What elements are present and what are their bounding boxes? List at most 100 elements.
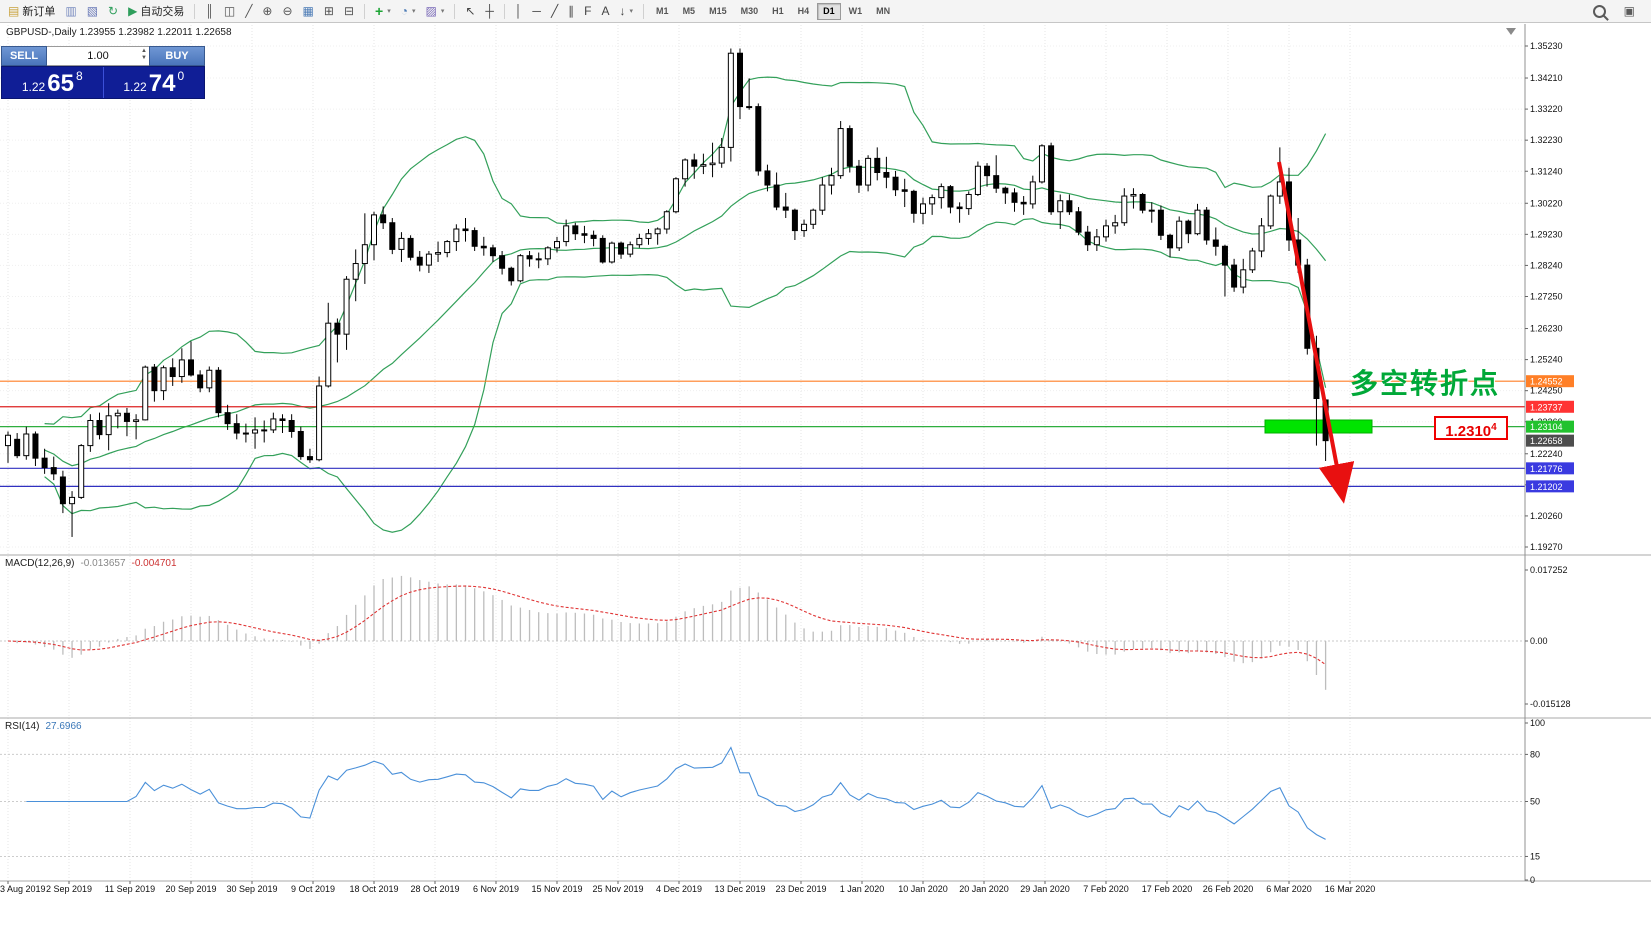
zoom-in-icon: ⊕ <box>262 4 273 18</box>
indicators-button[interactable]: + ▾ <box>371 2 395 20</box>
zoom-out-button[interactable]: ⊖ <box>278 2 296 20</box>
toolbar-group-orders: ▤ 新订单 ▥ ▧ ↻ ▶ 自动交易 <box>4 2 188 20</box>
macd-value: -0.013657 <box>80 558 126 569</box>
line-chart-icon: ╱ <box>245 4 253 18</box>
crosshair-button[interactable]: ┼ <box>481 2 498 20</box>
chart-shift-marker-icon[interactable] <box>1506 28 1516 35</box>
price-callout-box[interactable]: 1.23104 <box>1434 416 1508 440</box>
sell-button[interactable]: SELL <box>1 46 47 66</box>
indicators-dropdown-icon[interactable]: ▾ <box>387 8 391 15</box>
svg-text:1.23737: 1.23737 <box>1530 402 1563 412</box>
rsi-indicator-label: RSI(14) 27.6966 <box>5 721 82 732</box>
volume-spinner[interactable]: ▲ ▼ <box>141 48 147 62</box>
vertical-line-icon: │ <box>514 4 523 18</box>
periods-button[interactable]: ◔ ▾ <box>397 2 420 20</box>
timeframe-mn[interactable]: MN <box>870 3 896 20</box>
auto-trading-icon: ▶ <box>128 4 138 18</box>
buy-price-big: 74 <box>148 70 176 98</box>
panel-borders[interactable] <box>0 24 1651 882</box>
volume-up-icon[interactable]: ▲ <box>141 48 147 54</box>
tile-windows-button[interactable]: ⊞ <box>320 2 338 20</box>
cascade-windows-icon: ⊟ <box>343 4 355 18</box>
price-callout-value: 1.2310 <box>1445 423 1492 440</box>
buy-price[interactable]: 1.22 74 0 <box>102 67 205 98</box>
toolbar-separator <box>454 3 456 19</box>
price-axis[interactable]: 1.35230 1.34210 1.33220 1.32230 1.31240 1.302… <box>1525 41 1574 552</box>
buy-button[interactable]: BUY <box>149 46 205 66</box>
toolbar-separator <box>503 3 505 19</box>
timeframe-w1[interactable]: W1 <box>843 3 869 20</box>
svg-text:17 Feb 2020: 17 Feb 2020 <box>1142 884 1193 894</box>
cursor-button[interactable]: ↖ <box>461 2 479 20</box>
svg-text:1.29230: 1.29230 <box>1530 229 1563 239</box>
arrows-button[interactable]: ↓ ▾ <box>616 2 638 20</box>
svg-text:11 Sep 2019: 11 Sep 2019 <box>105 884 155 894</box>
vertical-line-button[interactable]: │ <box>511 2 527 20</box>
trendline-button[interactable]: ╱ <box>547 2 562 20</box>
arrows-icon: ↓ <box>619 4 626 18</box>
timeframe-m30[interactable]: M30 <box>735 3 765 20</box>
toolbar-separator <box>194 3 196 19</box>
chart-annotation-text[interactable]: 多空转折点 <box>1350 368 1501 399</box>
svg-text:1.24552: 1.24552 <box>1530 377 1563 387</box>
chart-window-icon: ▥ <box>65 4 77 18</box>
equidistant-channel-icon: ∥ <box>568 4 575 18</box>
svg-text:50: 50 <box>1530 797 1540 807</box>
chart-window-button[interactable]: ▥ <box>61 2 80 20</box>
sell-price[interactable]: 1.22 65 8 <box>2 67 103 98</box>
auto-trading-button[interactable]: ▶ 自动交易 <box>124 2 188 20</box>
support-highlight[interactable] <box>1264 419 1373 434</box>
date-axis[interactable]: 3 Aug 2019 2 Sep 2019 11 Sep 2019 20 Sep 20… <box>0 881 1375 894</box>
timeframe-m15[interactable]: M15 <box>703 3 733 20</box>
line-chart-button[interactable]: ╱ <box>241 2 256 20</box>
profiles-icon: ▧ <box>86 4 99 18</box>
svg-text:0.017252: 0.017252 <box>1530 565 1568 575</box>
bar-chart-button[interactable]: ║ <box>201 2 218 20</box>
toolbar-group-chart-types: ║ ◫ ╱ ⊕ ⊖ ▦ ⊞ ⊟ <box>201 2 358 20</box>
timeframe-d1[interactable]: D1 <box>817 2 841 20</box>
candlestick-chart-icon: ◫ <box>223 4 236 18</box>
bollinger-bands <box>44 76 1327 533</box>
svg-text:4 Dec 2019: 4 Dec 2019 <box>656 884 702 894</box>
one-click-trading-panel: SELL 1.00 ▲ ▼ BUY 1.22 65 8 1.22 74 0 <box>1 46 205 99</box>
volume-value[interactable]: 1.00 <box>87 50 109 62</box>
refresh-icon: ↻ <box>108 4 119 18</box>
templates-icon: ▨ <box>425 4 437 18</box>
svg-text:1.33220: 1.33220 <box>1530 104 1563 114</box>
cascade-windows-button[interactable]: ⊟ <box>340 2 358 20</box>
new-order-button[interactable]: ▤ 新订单 <box>4 2 59 20</box>
volume-input[interactable]: 1.00 ▲ ▼ <box>47 46 149 66</box>
timeframe-m1[interactable]: M1 <box>650 3 675 20</box>
trend-arrow[interactable] <box>1277 161 1355 504</box>
one-click-prices: 1.22 65 8 1.22 74 0 <box>1 66 205 99</box>
horizontal-line-objects[interactable] <box>0 380 1525 487</box>
fibonacci-button[interactable]: F <box>580 2 595 20</box>
text-button[interactable]: A <box>598 2 614 20</box>
templates-button[interactable]: ▨ ▾ <box>421 2 448 20</box>
svg-text:1.34210: 1.34210 <box>1530 73 1563 83</box>
rsi-axis: 100 80 50 15 0 <box>1525 718 1545 885</box>
equidistant-channel-button[interactable]: ∥ <box>564 2 578 20</box>
timeframe-h1[interactable]: H1 <box>766 3 790 20</box>
quick-nav-button[interactable]: ▣ <box>1620 2 1639 20</box>
horizontal-line-button[interactable]: ─ <box>528 2 545 20</box>
templates-dropdown-icon[interactable]: ▾ <box>440 8 445 15</box>
quick-nav-icon: ▣ <box>1623 4 1635 18</box>
timeframe-m5[interactable]: M5 <box>677 3 702 20</box>
timeframe-h4[interactable]: H4 <box>792 3 816 20</box>
svg-text:7 Feb 2020: 7 Feb 2020 <box>1083 884 1129 894</box>
periods-dropdown-icon[interactable]: ▾ <box>411 8 416 15</box>
volume-down-icon[interactable]: ▼ <box>141 55 147 62</box>
profiles-button[interactable]: ▧ <box>83 2 102 20</box>
macd-signal-value: -0.004701 <box>131 558 177 569</box>
zoom-out-icon: ⊖ <box>282 4 293 18</box>
zoom-in-button[interactable]: ⊕ <box>258 2 276 20</box>
search-button[interactable] <box>1589 2 1610 20</box>
arrows-dropdown-icon[interactable]: ▾ <box>629 8 634 15</box>
svg-text:1.26230: 1.26230 <box>1530 324 1563 334</box>
candlestick-chart-button[interactable]: ◫ <box>220 2 239 20</box>
svg-text:25 Nov 2019: 25 Nov 2019 <box>592 884 643 894</box>
grid-button[interactable]: ▦ <box>299 2 318 20</box>
refresh-button[interactable]: ↻ <box>104 2 122 20</box>
toolbar: ▤ 新订单 ▥ ▧ ↻ ▶ 自动交易 ║ ◫ ╱ ⊕ ⊖ ▦ ⊞ ⊟ + ▾ ◔ ▾ ▨ ▾ ↖ ┼ │ ─ ╱ ∥ F A ↓ ▾ M1 M5… <box>0 0 1651 23</box>
